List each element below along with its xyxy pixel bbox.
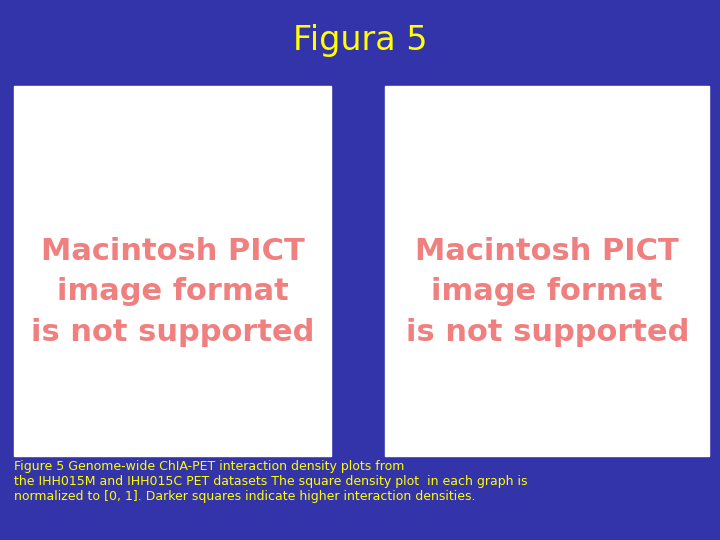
Bar (385, 86, 709, 456)
Bar (14, 86, 331, 456)
Text: Macintosh PICT
image format
is not supported: Macintosh PICT image format is not suppo… (31, 237, 315, 347)
Text: Figura 5: Figura 5 (293, 24, 427, 57)
Text: Macintosh PICT
image format
is not supported: Macintosh PICT image format is not suppo… (405, 237, 689, 347)
Text: Figure 5 Genome-wide ChIA-PET interaction density plots from
the IHH015M and IHH: Figure 5 Genome-wide ChIA-PET interactio… (14, 460, 528, 503)
